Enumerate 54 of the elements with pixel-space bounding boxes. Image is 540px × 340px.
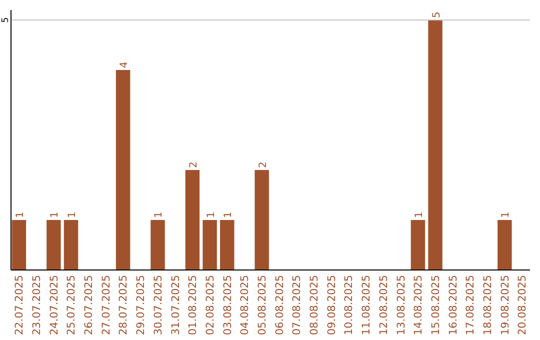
x-tick-label: 15.08.2025 — [430, 275, 442, 336]
data-label: 1 — [206, 212, 217, 218]
bar — [64, 220, 78, 270]
data-label: 1 — [500, 212, 512, 218]
x-tick-label: 11.08.2025 — [360, 275, 373, 336]
x-tick-label: 06.08.2025 — [274, 275, 286, 336]
x-tick-label: 07.08.2025 — [291, 275, 304, 336]
bar — [410, 220, 426, 270]
x-tick-label: 18.08.2025 — [482, 275, 494, 336]
data-label: 2 — [258, 162, 269, 168]
x-tick-label: 12.08.2025 — [378, 275, 390, 336]
bar — [220, 220, 234, 270]
x-tick-label: 01.08.2025 — [187, 275, 200, 336]
x-tick-label: 28.07.2025 — [118, 275, 130, 336]
x-tick-label: 13.08.2025 — [395, 275, 408, 336]
bar — [116, 70, 130, 270]
x-tick-label: 20.08.2025 — [516, 275, 529, 336]
x-tick-label: 25.07.2025 — [66, 275, 78, 336]
x-tick-label: 05.08.2025 — [256, 275, 268, 336]
data-label: 1 — [14, 212, 26, 218]
bar — [428, 20, 442, 270]
data-label: 2 — [188, 162, 200, 168]
data-label: 4 — [119, 62, 130, 68]
bar — [150, 220, 165, 270]
x-tick-label: 04.08.2025 — [239, 275, 252, 336]
bar — [46, 220, 61, 270]
x-tick-label: 23.07.2025 — [31, 275, 43, 336]
x-tick-label: 29.07.2025 — [135, 275, 148, 336]
data-label: 1 — [154, 212, 165, 218]
x-tick-label: 26.07.2025 — [83, 275, 96, 336]
bar — [12, 220, 26, 270]
bar — [498, 220, 512, 270]
x-tick-label: 02.08.2025 — [204, 275, 216, 336]
x-tick-label: 19.08.2025 — [499, 275, 512, 336]
data-label: 1 — [223, 212, 234, 218]
x-tick-label: 27.07.2025 — [100, 275, 112, 336]
data-label: 5 — [431, 12, 442, 18]
x-tick-label: 14.08.2025 — [412, 275, 425, 336]
x-tick-label: 22.07.2025 — [14, 275, 26, 336]
bar — [202, 220, 217, 270]
x-tick-label: 24.07.2025 — [48, 275, 60, 336]
x-tick-label: 16.08.2025 — [447, 275, 460, 336]
x-tick-label: 30.07.2025 — [152, 275, 164, 336]
data-label: 1 — [50, 212, 61, 218]
x-tick-label: 09.08.2025 — [326, 275, 338, 336]
x-tick-label: 08.08.2025 — [308, 275, 321, 336]
x-tick-label: 03.08.2025 — [222, 275, 234, 336]
data-label: 1 — [414, 212, 425, 218]
data-label: 1 — [67, 212, 78, 218]
x-tick-label: 17.08.2025 — [464, 275, 477, 336]
x-tick-label: 10.08.2025 — [343, 275, 356, 336]
bar — [254, 170, 269, 270]
bar — [185, 170, 200, 270]
x-tick-label: 31.07.2025 — [170, 275, 182, 336]
